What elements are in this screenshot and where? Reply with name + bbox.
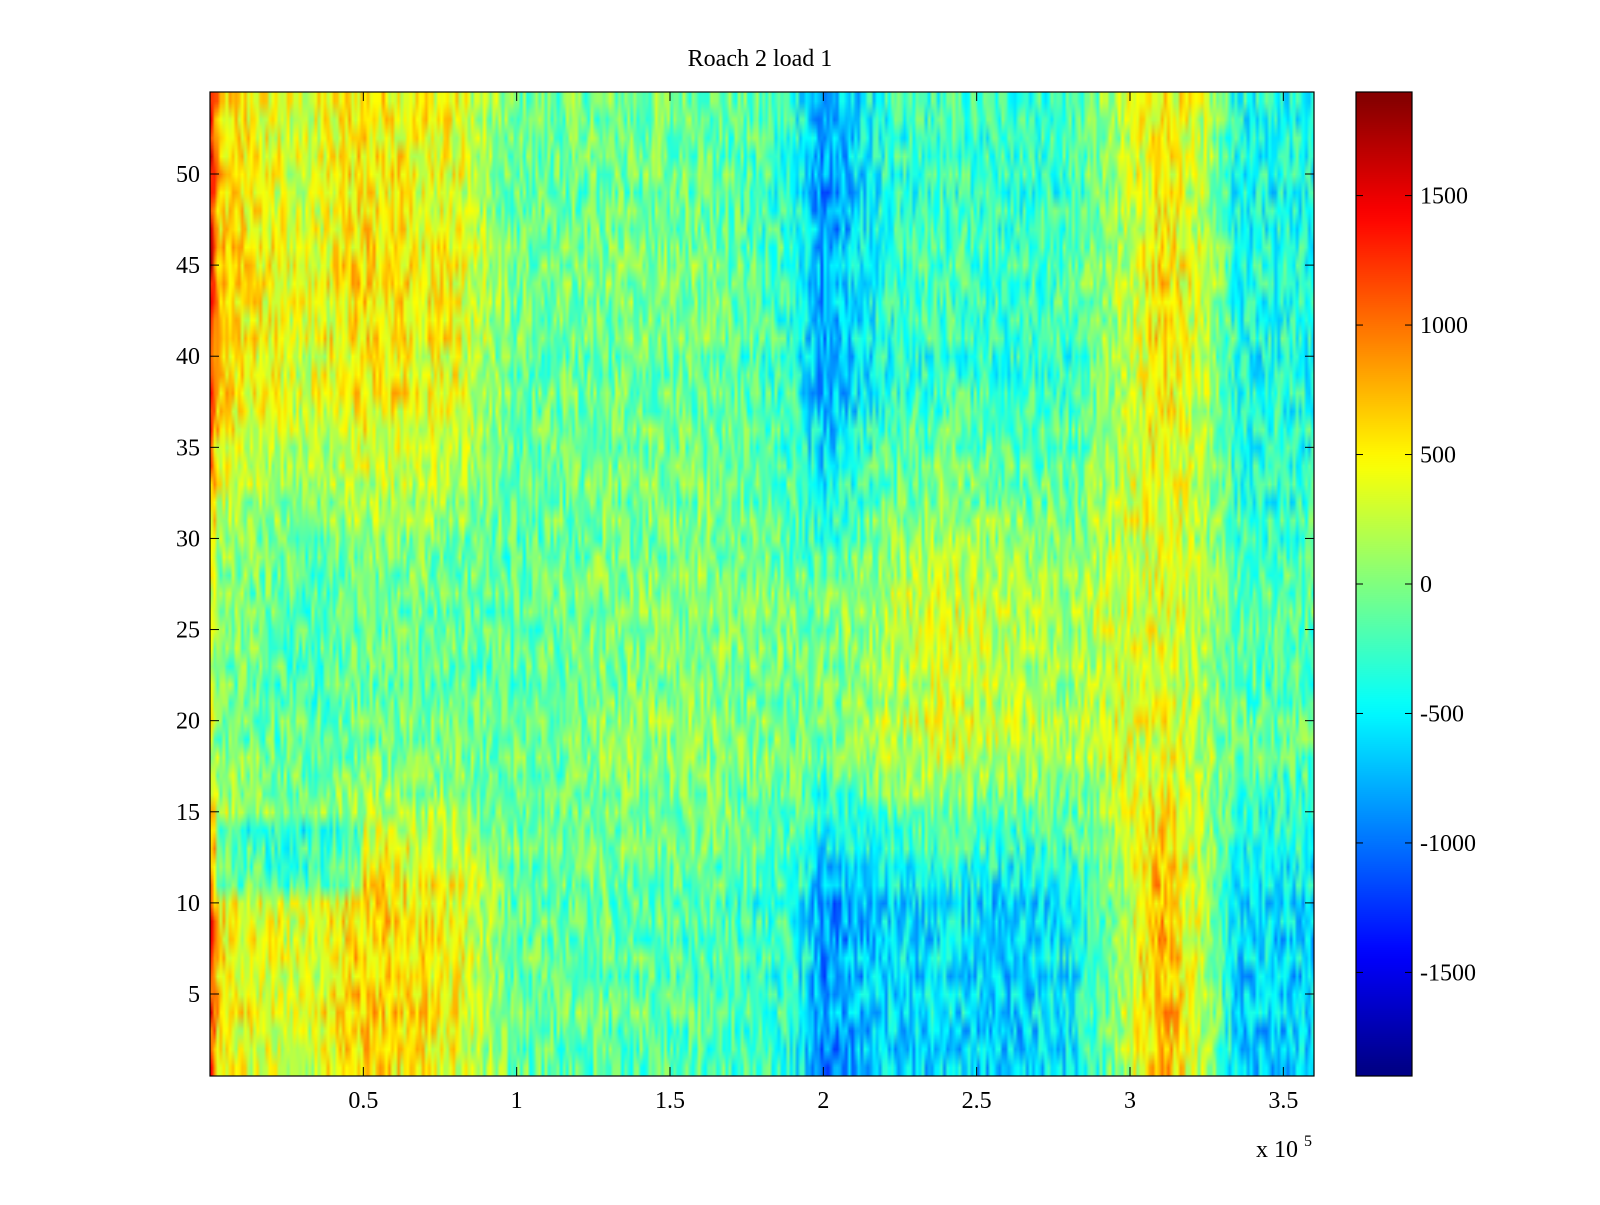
colorbar-tick-label: -1000 xyxy=(1420,831,1476,857)
x-tick-label: 1.5 xyxy=(655,1088,685,1114)
y-tick-label: 45 xyxy=(176,253,200,279)
x-tick-label: 3.5 xyxy=(1268,1088,1298,1114)
colorbar-tick-label: 1500 xyxy=(1420,184,1468,210)
y-axis: 5 10 15 20 25 30 35 40 45 50 xyxy=(176,162,1314,1008)
x-multiplier: x 10 5 xyxy=(1256,1133,1312,1163)
x-multiplier-base: x 10 xyxy=(1256,1137,1298,1163)
y-tick-label: 25 xyxy=(176,618,200,644)
y-tick-label: 50 xyxy=(176,162,200,188)
colorbar-tick-label: 0 xyxy=(1420,572,1432,598)
colorbar-tick-label: -1500 xyxy=(1420,960,1476,986)
x-axis: 0.5 1 1.5 2 2.5 3 3.5 xyxy=(348,92,1298,1114)
heatmap-image xyxy=(210,92,1314,1076)
y-tick-label: 15 xyxy=(176,800,200,826)
y-tick-label: 40 xyxy=(176,344,200,370)
y-tick-label: 20 xyxy=(176,709,200,735)
plot-frame xyxy=(209,91,1315,1077)
y-tick-label: 30 xyxy=(176,526,200,552)
x-tick-label: 3 xyxy=(1124,1088,1136,1114)
y-tick-label: 5 xyxy=(188,982,200,1008)
x-tick-label: 1 xyxy=(511,1088,523,1114)
x-multiplier-exponent: 5 xyxy=(1304,1133,1312,1150)
colorbar-tick-label: 1000 xyxy=(1420,313,1468,339)
y-tick-label: 35 xyxy=(176,435,200,461)
chart-title: Roach 2 load 1 xyxy=(688,46,833,72)
x-tick-label: 0.5 xyxy=(348,1088,378,1114)
x-tick-label: 2 xyxy=(817,1088,829,1114)
colorbar-tick-label: 500 xyxy=(1420,443,1456,469)
colorbar-tick-label: -500 xyxy=(1420,701,1464,727)
colorbar-image xyxy=(1356,92,1412,1076)
colorbar-axis: 1500 1000 500 0 -500 -1000 -1500 xyxy=(1356,184,1476,986)
y-tick-label: 10 xyxy=(176,891,200,917)
x-tick-label: 2.5 xyxy=(962,1088,992,1114)
